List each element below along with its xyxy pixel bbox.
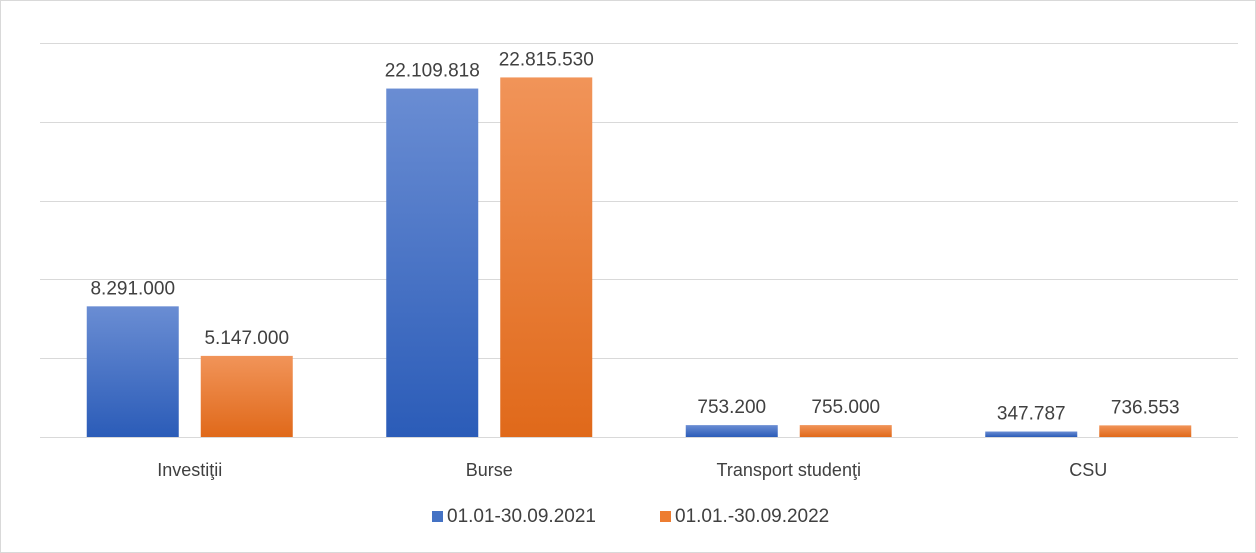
bar-series-2021 xyxy=(685,425,778,437)
data-label: 8.291.000 xyxy=(90,278,175,299)
category-labels: Investiţii Burse Transport studenţi CSU xyxy=(157,460,1107,480)
data-label: 753.200 xyxy=(697,397,766,418)
data-labels: 8.291.000 5.147.000 22.109.818 22.815.530 75… xyxy=(90,49,1179,424)
category-label: Transport studenţi xyxy=(717,460,861,480)
category-label: CSU xyxy=(1069,460,1107,480)
legend-swatch xyxy=(660,511,671,522)
bar-series-2022 xyxy=(799,425,892,437)
bar-series-2022 xyxy=(1099,425,1192,437)
category-label: Burse xyxy=(466,460,513,480)
data-label: 736.553 xyxy=(1111,397,1180,418)
legend-label: 01.01-30.09.2021 xyxy=(447,506,596,527)
bar-series-2021 xyxy=(985,431,1078,437)
data-label: 22.815.530 xyxy=(499,49,594,70)
legend: 01.01-30.09.2021 01.01.-30.09.2022 xyxy=(432,506,829,527)
legend-label: 01.01.-30.09.2022 xyxy=(675,506,829,527)
data-label: 755.000 xyxy=(811,397,880,418)
bar-series-2021 xyxy=(386,88,479,438)
data-label: 22.109.818 xyxy=(385,61,480,82)
data-label: 347.787 xyxy=(997,404,1066,425)
bar-series-2021 xyxy=(86,306,179,437)
category-label: Investiţii xyxy=(157,460,222,480)
bar-series-2022 xyxy=(200,355,293,437)
legend-swatch xyxy=(432,511,443,522)
data-label: 5.147.000 xyxy=(204,328,289,349)
bar-series-2022 xyxy=(500,77,593,437)
bars xyxy=(86,77,1192,438)
